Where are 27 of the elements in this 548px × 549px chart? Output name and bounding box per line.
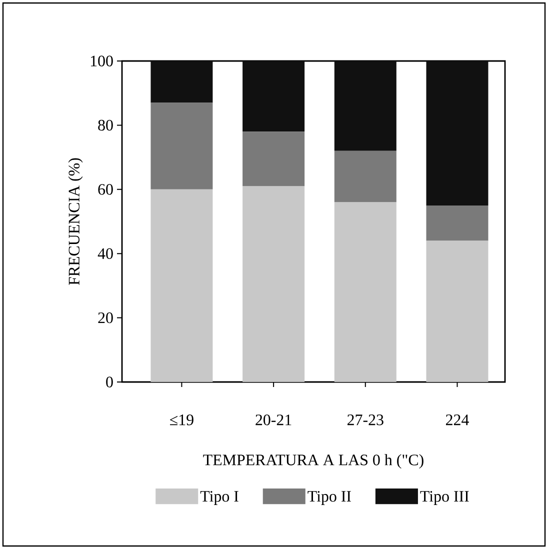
y-tick-label: 80 <box>98 120 113 131</box>
y-tick-label: 60 <box>98 184 113 195</box>
legend-label: Tipo II <box>308 491 351 505</box>
x-tick-label: ≤19 <box>170 414 194 426</box>
bar <box>150 60 213 103</box>
bar <box>426 240 488 382</box>
bar <box>150 102 213 190</box>
bar <box>242 60 305 132</box>
y-tick-label: 40 <box>98 248 113 259</box>
legend-label: Tipo I <box>200 491 238 505</box>
bar <box>334 60 396 151</box>
x-tick-label: 20-21 <box>256 414 292 426</box>
x-tick-label: 27-23 <box>348 414 384 426</box>
bar <box>150 189 213 382</box>
y-tick-label: 100 <box>90 56 113 66</box>
bar <box>242 132 305 186</box>
bar <box>334 202 396 382</box>
bar <box>334 150 396 202</box>
y-tick-label: 20 <box>98 312 113 324</box>
bar <box>426 60 488 206</box>
x-tick-label: 224 <box>446 414 469 426</box>
y-tick-label: 0 <box>106 376 113 388</box>
x-axis-title: TEMPERATURA A LAS 0 h ("C) <box>203 454 424 469</box>
bar <box>242 186 305 382</box>
bar <box>426 205 488 241</box>
y-axis-title: FRECUENCIA (%) <box>68 158 83 286</box>
legend-label: Tipo III <box>420 491 469 505</box>
